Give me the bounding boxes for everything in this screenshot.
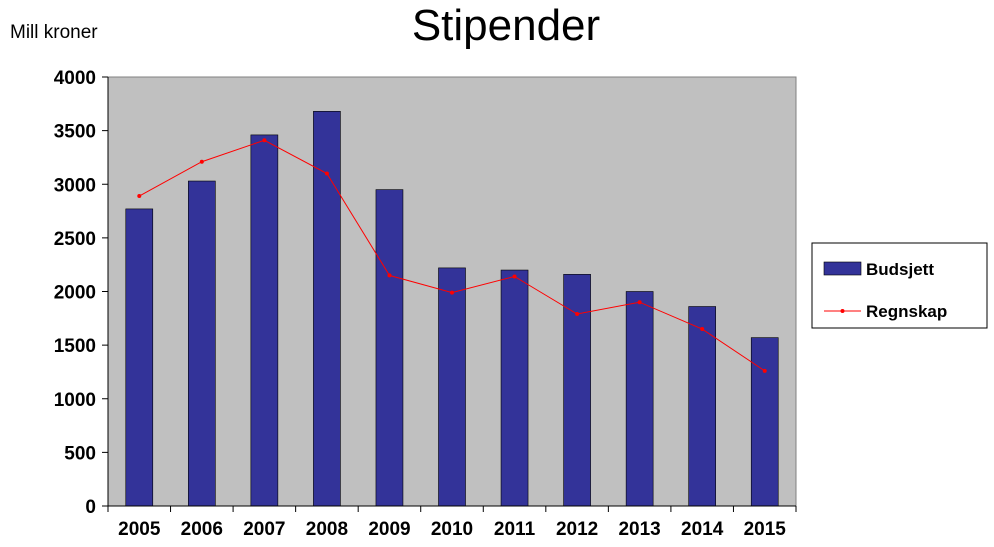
x-tick-label: 2009	[368, 519, 410, 540]
y-tick-label: 3000	[54, 175, 96, 196]
point-2007	[262, 138, 267, 143]
bar-2012	[563, 274, 591, 507]
point-2011	[512, 274, 517, 279]
y-tick-label: 500	[64, 443, 96, 464]
legend-box	[811, 242, 988, 329]
y-tick-label: 2500	[54, 229, 96, 250]
y-tick-label: 1000	[54, 390, 96, 411]
legend-swatch-budsjett	[823, 261, 862, 276]
bar-2011	[500, 269, 529, 507]
x-tick-label: 2013	[618, 519, 660, 540]
point-2012	[575, 312, 580, 317]
y-tick-label: 1500	[54, 336, 96, 357]
bar-2007	[250, 134, 279, 507]
bar-2013	[625, 291, 654, 507]
x-axis: 2005 2006 2007 2008 2009 2010 2011 2012 2013 2014…	[107, 506, 797, 540]
x-tick-label: 2006	[181, 519, 223, 540]
x-tick-label: 2008	[306, 519, 348, 540]
bar-2014	[688, 306, 716, 507]
legend-label-regnskap: Regnskap	[866, 302, 947, 321]
x-tick-label: 2012	[556, 519, 598, 540]
legend: Budsjett Regnskap	[811, 242, 988, 329]
point-2005	[137, 194, 142, 199]
bar-2008	[313, 111, 341, 507]
x-tick-label: 2010	[431, 519, 473, 540]
bar-2006	[188, 180, 216, 507]
y-tick-label: 2000	[54, 283, 96, 304]
x-tick-label: 2015	[744, 519, 787, 540]
bar-2010	[438, 267, 466, 507]
point-2013	[637, 300, 642, 305]
legend-label-budsjett: Budsjett	[866, 260, 934, 279]
chart-title: Stipender	[412, 1, 600, 50]
x-tick-label: 2011	[494, 519, 536, 540]
point-2006	[199, 159, 204, 164]
bar-2015	[750, 337, 779, 507]
y-axis: 0 500 1000 1500 2000 2500 3000 3500 4000	[54, 68, 108, 518]
point-2015	[762, 368, 767, 373]
bar-series-budsjett	[125, 111, 779, 507]
y-tick-label: 4000	[54, 68, 96, 89]
bar-2005	[125, 208, 154, 507]
legend-marker-regnskap	[840, 309, 845, 313]
point-2008	[324, 171, 329, 176]
y-tick-label: 0	[85, 497, 96, 518]
x-tick-label: 2005	[118, 519, 161, 540]
x-tick-label: 2007	[243, 519, 285, 540]
y-axis-unit-label: Mill kroner	[10, 22, 98, 43]
x-tick-label: 2014	[681, 519, 724, 540]
point-2014	[700, 327, 705, 332]
point-2010	[450, 290, 454, 295]
point-2009	[387, 273, 392, 278]
bar-2009	[375, 189, 404, 507]
y-tick-label: 3500	[54, 122, 96, 143]
line-series-regnskap	[137, 138, 767, 373]
